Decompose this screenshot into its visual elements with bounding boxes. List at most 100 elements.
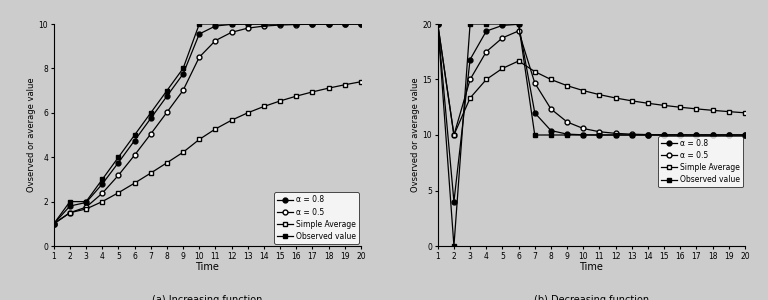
α = 0.8 [324, 22, 333, 26]
α = 0.5 [81, 205, 91, 209]
Simple Average [465, 96, 475, 100]
Observed value [178, 67, 187, 70]
Observed value [562, 133, 571, 137]
α = 0.5 [595, 130, 604, 134]
Observed value [498, 22, 507, 26]
Simple Average [211, 127, 220, 131]
α = 0.5 [660, 133, 669, 136]
Observed value [356, 22, 366, 26]
α = 0.8 [243, 22, 253, 26]
Observed value [162, 89, 171, 92]
Simple Average [562, 84, 571, 88]
Observed value [627, 133, 637, 137]
Observed value [340, 22, 349, 26]
α = 0.5 [644, 133, 653, 136]
Legend: α = 0.8, α = 0.5, Simple Average, Observed value: α = 0.8, α = 0.5, Simple Average, Observ… [274, 192, 359, 244]
Simple Average [308, 90, 317, 94]
Simple Average [449, 133, 458, 137]
Simple Average [724, 110, 733, 113]
Observed value [692, 133, 701, 137]
α = 0.8 [162, 94, 171, 98]
Observed value [644, 133, 653, 137]
α = 0.5 [465, 78, 475, 81]
α = 0.8 [449, 200, 458, 203]
α = 0.5 [708, 133, 717, 137]
α = 0.5 [562, 120, 571, 124]
Line: Simple Average: Simple Average [435, 22, 747, 137]
α = 0.8 [498, 24, 507, 27]
α = 0.5 [433, 22, 442, 26]
Observed value [292, 22, 301, 26]
Observed value [49, 222, 58, 226]
Legend: α = 0.8, α = 0.5, Simple Average, Observed value: α = 0.8, α = 0.5, Simple Average, Observ… [658, 136, 743, 187]
α = 0.5 [49, 222, 58, 226]
Observed value [465, 22, 475, 26]
Observed value [260, 22, 269, 26]
Observed value [546, 133, 555, 137]
α = 0.5 [146, 132, 155, 136]
α = 0.8 [546, 129, 555, 132]
α = 0.8 [211, 24, 220, 28]
Simple Average [340, 83, 349, 87]
Line: α = 0.8: α = 0.8 [435, 22, 747, 204]
Observed value [324, 22, 333, 26]
Simple Average [627, 99, 637, 103]
Observed value [578, 133, 588, 137]
Simple Average [676, 105, 685, 109]
Simple Average [292, 94, 301, 98]
α = 0.5 [514, 29, 523, 33]
Observed value [194, 22, 204, 26]
Simple Average [194, 138, 204, 141]
α = 0.5 [178, 88, 187, 92]
α = 0.5 [530, 81, 539, 85]
α = 0.8 [340, 22, 349, 26]
Observed value [65, 200, 74, 203]
Simple Average [546, 78, 555, 81]
α = 0.8 [724, 133, 733, 137]
α = 0.5 [449, 133, 458, 137]
Observed value [708, 133, 717, 137]
Simple Average [260, 105, 269, 108]
α = 0.8 [65, 204, 74, 208]
α = 0.8 [292, 22, 301, 26]
α = 0.8 [178, 72, 187, 76]
α = 0.5 [65, 211, 74, 214]
α = 0.8 [465, 58, 475, 61]
α = 0.8 [146, 116, 155, 120]
α = 0.8 [708, 133, 717, 137]
Observed value [433, 22, 442, 26]
α = 0.8 [530, 111, 539, 115]
Simple Average [146, 171, 155, 175]
α = 0.5 [546, 107, 555, 111]
α = 0.8 [514, 22, 523, 26]
Simple Average [708, 109, 717, 112]
Simple Average [227, 118, 237, 122]
Line: Observed value: Observed value [435, 22, 747, 248]
Simple Average [644, 101, 653, 105]
Observed value [114, 155, 123, 159]
Observed value [724, 133, 733, 137]
Observed value [482, 22, 491, 26]
α = 0.5 [194, 56, 204, 59]
Observed value [449, 244, 458, 248]
α = 0.8 [194, 32, 204, 36]
α = 0.8 [276, 22, 285, 26]
Simple Average [740, 111, 750, 115]
Simple Average [243, 111, 253, 115]
α = 0.8 [433, 22, 442, 26]
α = 0.8 [692, 133, 701, 137]
α = 0.5 [211, 39, 220, 42]
α = 0.8 [114, 161, 123, 164]
α = 0.5 [308, 22, 317, 26]
Observed value [514, 22, 523, 26]
Simple Average [130, 181, 139, 185]
X-axis label: Time: Time [195, 262, 220, 272]
Observed value [227, 22, 237, 26]
Line: α = 0.5: α = 0.5 [51, 22, 363, 226]
α = 0.5 [292, 23, 301, 26]
α = 0.8 [308, 22, 317, 26]
Simple Average [114, 191, 123, 194]
α = 0.5 [611, 132, 621, 135]
α = 0.5 [227, 31, 237, 34]
α = 0.8 [676, 133, 685, 137]
